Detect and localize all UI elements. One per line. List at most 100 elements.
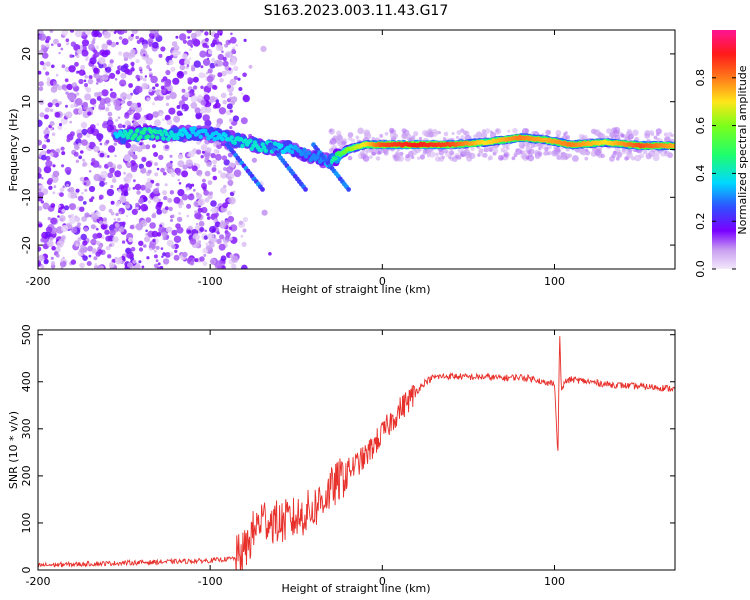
heatmap-noise-cell xyxy=(161,255,164,258)
heatmap-ridge-cell xyxy=(300,151,306,156)
heatmap-noise-cell xyxy=(82,240,88,246)
heatmap-noise-cell xyxy=(142,196,148,202)
heatmap-noise-cell xyxy=(138,163,144,169)
heatmap-noise-cell xyxy=(223,159,230,166)
heatmap-noise-cell xyxy=(220,187,227,194)
heatmap-noise-cell xyxy=(467,152,473,157)
heatmap-ridge-cell xyxy=(317,159,323,164)
heatmap-noise-cell xyxy=(237,77,241,81)
heatmap-x-tick-label: -100 xyxy=(198,275,223,288)
heatmap-noise-cell xyxy=(165,102,170,107)
heatmap-noise-cell xyxy=(222,202,229,209)
heatmap-noise-cell xyxy=(213,164,217,168)
heatmap-noise-cell xyxy=(78,69,86,76)
heatmap-noise-cell xyxy=(177,178,180,182)
heatmap-noise-cell xyxy=(231,48,236,54)
heatmap-noise-cell xyxy=(40,264,45,269)
heatmap-noise-cell xyxy=(329,129,333,133)
heatmap-noise-cell xyxy=(145,160,153,168)
heatmap-noise-cell xyxy=(442,136,446,140)
heatmap-noise-cell xyxy=(195,192,200,196)
heatmap-noise-cell xyxy=(189,238,197,245)
heatmap-noise-cell xyxy=(115,118,119,122)
heatmap-noise-cell xyxy=(80,233,87,241)
heatmap-noise-cell xyxy=(89,57,97,65)
heatmap-noise-cell xyxy=(52,164,56,168)
heatmap-noise-cell xyxy=(95,240,101,246)
heatmap-noise-cell xyxy=(40,237,46,243)
heatmap-noise-cell xyxy=(125,93,132,100)
heatmap-noise-cell xyxy=(226,84,231,89)
heatmap-noise-cell xyxy=(53,185,57,189)
heatmap-noise-cell xyxy=(130,246,136,252)
heatmap-noise-cell xyxy=(64,180,71,188)
heatmap-noise-cell xyxy=(166,239,174,247)
heatmap-noise-cell xyxy=(379,133,384,138)
heatmap-noise-cell xyxy=(128,55,133,60)
heatmap-noise-cell xyxy=(65,38,70,42)
heatmap-noise-cell xyxy=(154,96,159,101)
heatmap-noise-cell xyxy=(60,266,64,269)
heatmap-noise-cell xyxy=(124,113,130,119)
heatmap-noise-cell xyxy=(393,154,398,159)
heatmap-noise-cell xyxy=(54,111,61,118)
heatmap-noise-cell xyxy=(171,244,176,249)
heatmap-noise-cell xyxy=(355,135,360,140)
heatmap-noise-cell xyxy=(112,178,117,183)
heatmap-noise-cell xyxy=(108,208,113,213)
heatmap-noise-cell xyxy=(208,97,215,103)
heatmap-noise-cell xyxy=(359,151,364,156)
heatmap-noise-cell xyxy=(131,30,139,35)
heatmap-noise-cell xyxy=(94,31,99,36)
heatmap-ridge-cell xyxy=(229,135,234,140)
heatmap-noise-cell xyxy=(70,259,77,265)
heatmap-noise-cell xyxy=(46,149,51,154)
heatmap-noise-cell xyxy=(511,156,516,161)
heatmap-noise-cell xyxy=(153,32,160,38)
heatmap-noise-cell xyxy=(206,212,210,217)
heatmap-noise-cell xyxy=(45,35,51,41)
heatmap-noise-cell xyxy=(130,61,135,66)
heatmap-noise-cell xyxy=(61,30,69,36)
heatmap-noise-cell xyxy=(230,96,238,103)
heatmap-noise-cell xyxy=(74,98,83,106)
heatmap-noise-cell xyxy=(616,151,623,158)
heatmap-noise-cell xyxy=(86,133,91,138)
heatmap-noise-cell xyxy=(130,111,134,114)
chart-title: S163.2023.003.11.43.G17 xyxy=(264,3,449,19)
heatmap-ridge-cell xyxy=(128,129,134,134)
heatmap-y-label: Frequency (Hz) xyxy=(7,109,20,192)
heatmap-noise-cell xyxy=(166,119,173,126)
heatmap-noise-cell xyxy=(145,181,153,189)
heatmap-noise-cell xyxy=(222,60,229,67)
heatmap-noise-cell xyxy=(186,214,190,218)
heatmap-noise-cell xyxy=(82,201,87,205)
heatmap-noise-cell xyxy=(216,118,224,125)
heatmap-noise-cell xyxy=(195,222,199,226)
heatmap-noise-cell xyxy=(148,32,155,39)
heatmap-noise-cell xyxy=(156,209,163,215)
heatmap-noise-cell xyxy=(55,102,60,108)
heatmap-noise-cell xyxy=(80,64,86,70)
heatmap-noise-cell xyxy=(228,92,233,96)
heatmap-noise-cell xyxy=(227,179,234,186)
heatmap-noise-cell xyxy=(55,73,59,77)
heatmap-noise-cell xyxy=(65,104,68,108)
heatmap-noise-cell xyxy=(75,243,79,247)
heatmap-noise-cell xyxy=(140,184,146,191)
heatmap-noise-cell xyxy=(107,254,112,259)
heatmap-noise-cell xyxy=(41,150,46,155)
heatmap-noise-cell xyxy=(105,139,110,144)
heatmap-noise-cell xyxy=(233,65,239,72)
heatmap-noise-cell xyxy=(132,186,136,190)
heatmap-noise-cell xyxy=(69,131,75,137)
heatmap-noise-cell xyxy=(163,195,168,201)
heatmap-noise-cell xyxy=(96,123,100,126)
heatmap-noise-cell xyxy=(120,92,128,100)
heatmap-noise-cell xyxy=(82,158,86,162)
heatmap-noise-cell xyxy=(187,193,195,201)
heatmap-noise-cell xyxy=(214,221,221,228)
heatmap-noise-cell xyxy=(154,162,158,166)
heatmap-noise-cell xyxy=(201,73,207,78)
heatmap-ridge-cell xyxy=(155,135,160,140)
